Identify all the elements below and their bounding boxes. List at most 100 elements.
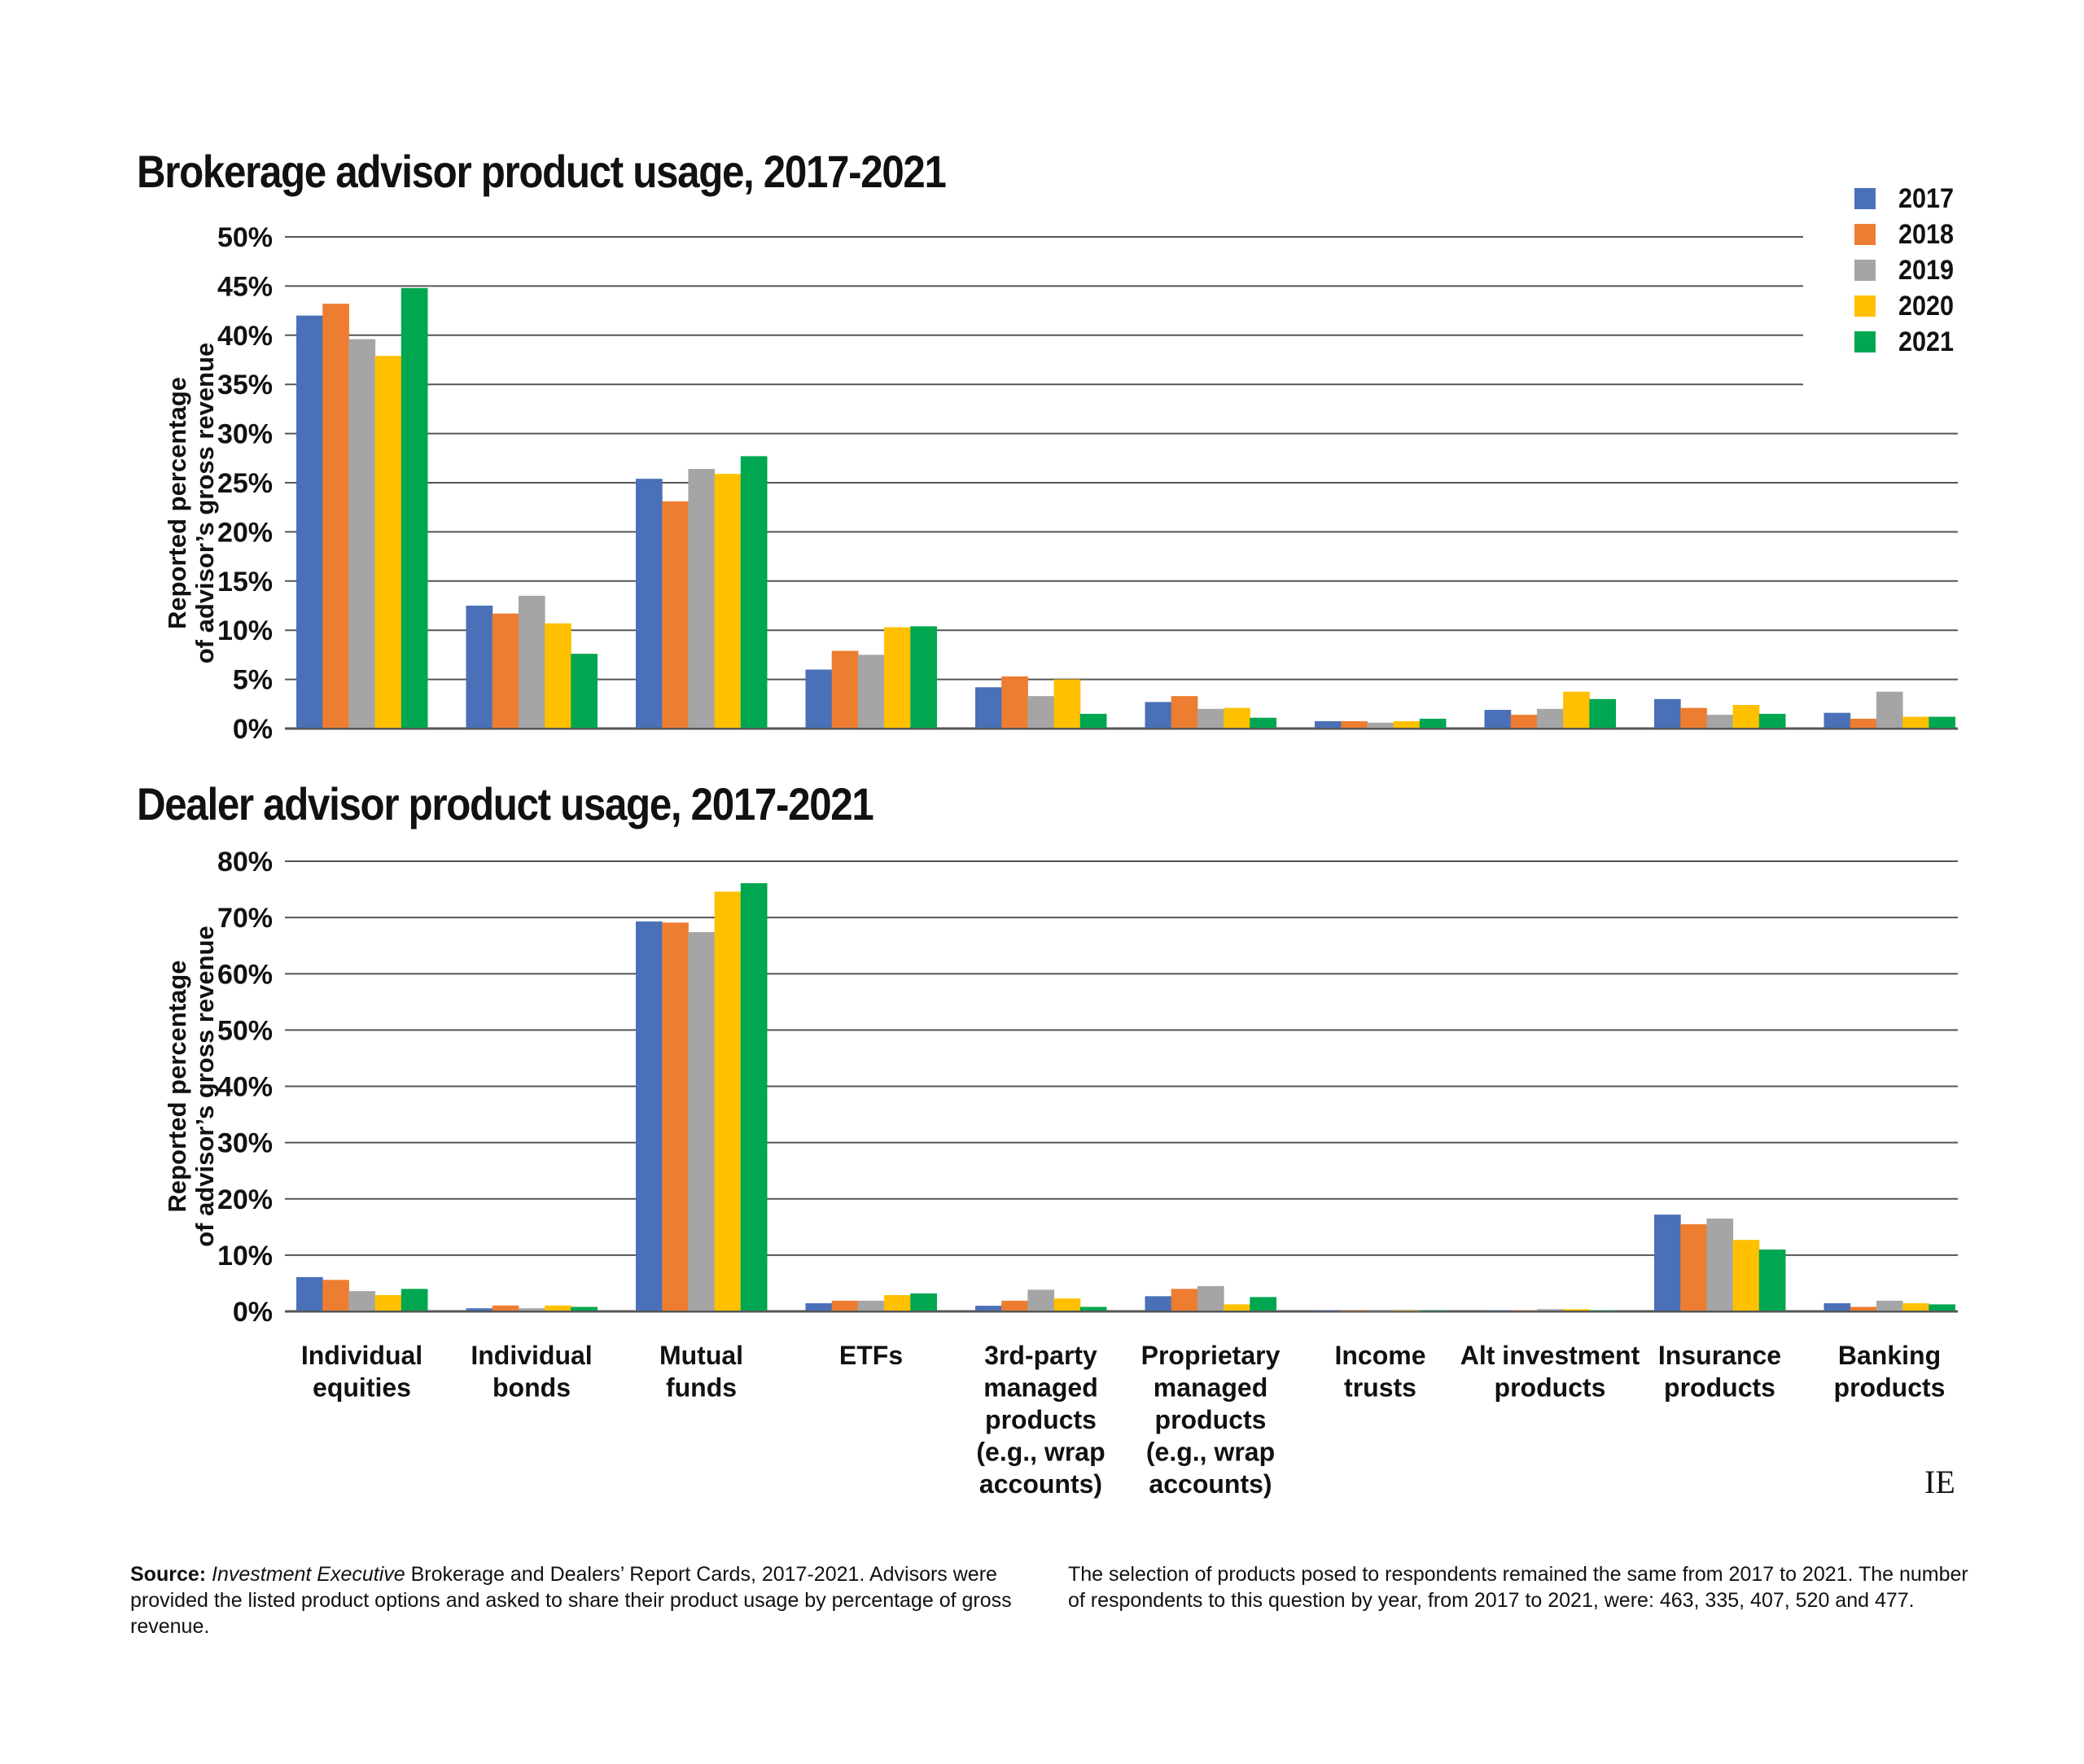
x-tick-label-line: Banking <box>1838 1341 1941 1370</box>
bar-2020-alt-investment-products <box>1563 691 1590 728</box>
bar-2018-etfs <box>831 650 859 728</box>
x-tick-label-line: Alt investment <box>1460 1341 1640 1370</box>
bar-2019-etfs <box>857 654 885 728</box>
source-publication: Investment Executive <box>212 1563 405 1586</box>
ie-logo: IE <box>1924 1464 1955 1500</box>
bar-2019-banking-products <box>1876 691 1903 728</box>
y-axis-label-line: Reported percentage <box>163 377 191 629</box>
bar-2020-income-trusts <box>1393 720 1421 728</box>
source-description: Advisors were provided the listed produc… <box>130 1563 1012 1638</box>
bar-2019-proprietary-managed-products-e-g-wrap-accounts <box>1197 1285 1224 1311</box>
x-tick-label-line: managed <box>1154 1373 1267 1403</box>
brokerage-chart: 0% 5% 10% 15% 20% 25% 30% 35% 40% 45% 50% Reported … <box>163 222 1958 745</box>
x-tick-label-line: products <box>1834 1373 1946 1403</box>
bar-2020-banking-products <box>1902 716 1929 728</box>
legend-label: 2019 <box>1898 254 1955 286</box>
bar-2017-income-trusts <box>1315 720 1342 728</box>
x-tick-label-line: (e.g., wrap <box>1146 1438 1275 1467</box>
legend-label: 2017 <box>1898 182 1955 214</box>
bar-2020-insurance-products <box>1732 705 1760 728</box>
bar-2020-alt-investment-products <box>1563 1309 1590 1311</box>
bar-2021-insurance-products <box>1758 1249 1786 1311</box>
x-tick-label: ETFs <box>839 1341 903 1370</box>
legend-item-2019: 2019 <box>1854 252 1960 288</box>
bar-2021-mutual-funds <box>740 882 768 1311</box>
bar-2017-proprietary-managed-products-e-g-wrap-accounts <box>1145 702 1172 728</box>
x-tick-label-line: products <box>1664 1373 1775 1403</box>
brokerage-chart-title: Brokerage advisor product usage, 2017-20… <box>137 146 947 197</box>
legend-label: 2018 <box>1898 218 1955 250</box>
x-tick-label-line: (e.g., wrap <box>976 1438 1105 1467</box>
bar-2020-individual-bonds <box>545 623 571 728</box>
bar-2020-mutual-funds <box>714 474 742 728</box>
bar-2017-proprietary-managed-products-e-g-wrap-accounts <box>1145 1296 1172 1311</box>
bar-2020-etfs <box>884 1294 911 1311</box>
bar-2019-individual-equities <box>348 1291 376 1311</box>
y-tick-label: 60% <box>217 959 273 990</box>
bar-2017-mutual-funds <box>636 479 663 728</box>
legend-label: 2020 <box>1898 290 1955 322</box>
bar-2017-alt-investment-products <box>1484 710 1512 728</box>
x-tick-label-line: accounts) <box>979 1469 1102 1499</box>
y-tick-label: 40% <box>217 321 273 352</box>
bar-2017-3rd-party-managed-products-e-g-wrap-accounts <box>975 687 1002 728</box>
bar-2019-income-trusts <box>1367 722 1394 728</box>
bar-2021-insurance-products <box>1758 713 1786 728</box>
bar-2018-individual-equities <box>322 1280 349 1311</box>
x-tick-label-line: trusts <box>1344 1373 1416 1403</box>
dealer-chart-title: Dealer advisor product usage, 2017-2021 <box>137 778 874 829</box>
bar-2020-proprietary-managed-products-e-g-wrap-accounts <box>1224 1304 1250 1311</box>
bar-2021-3rd-party-managed-products-e-g-wrap-accounts <box>1079 1307 1107 1311</box>
bar-2017-insurance-products <box>1654 1215 1681 1311</box>
bar-2019-alt-investment-products <box>1536 708 1564 728</box>
y-tick-label: 50% <box>217 1015 273 1046</box>
bar-2019-individual-bonds <box>518 1308 545 1311</box>
bar-2019-mutual-funds <box>688 469 716 728</box>
bar-2021-banking-products <box>1929 1304 1955 1311</box>
x-tick-label-line: accounts) <box>1149 1469 1272 1499</box>
bar-2019-mutual-funds <box>688 932 716 1311</box>
bar-2021-individual-bonds <box>571 654 598 728</box>
bar-2018-banking-products <box>1850 718 1877 728</box>
y-tick-label: 15% <box>217 567 273 597</box>
legend-item-2017: 2017 <box>1854 181 1960 217</box>
bar-2021-mutual-funds <box>740 456 768 728</box>
x-tick-label: Insurance products <box>1658 1341 1781 1403</box>
y-tick-label: 20% <box>217 1184 273 1215</box>
bar-2017-individual-equities <box>296 1276 323 1311</box>
bar-2018-individual-bonds <box>492 613 519 728</box>
x-tick-label-line: products <box>1155 1405 1267 1434</box>
y-axis-label-line: of advisor’s gross revenue <box>190 343 219 664</box>
bar-2019-individual-bonds <box>518 595 545 728</box>
legend-swatch-2017 <box>1854 188 1876 209</box>
x-tick-label-line: bonds <box>493 1373 571 1403</box>
bar-2021-alt-investment-products <box>1589 698 1616 728</box>
legend-swatch-2021 <box>1854 331 1876 352</box>
x-tick-label: Banking products <box>1834 1341 1946 1403</box>
y-axis-label-line: of advisor’s gross revenue <box>190 926 219 1247</box>
bar-2019-etfs <box>857 1300 885 1311</box>
x-tick-label-line: ETFs <box>839 1341 903 1370</box>
y-tick-label: 25% <box>217 468 273 499</box>
source-note: Source: Investment Executive Brokerage a… <box>130 1561 1050 1639</box>
x-tick-label: Individual bonds <box>471 1341 592 1403</box>
legend-item-2021: 2021 <box>1854 324 1960 360</box>
bar-2020-banking-products <box>1902 1302 1929 1311</box>
y-axis-label: Reported percentageof advisor’s gross re… <box>163 926 219 1247</box>
x-tick-label: Mutual funds <box>659 1341 743 1403</box>
y-tick-label: 10% <box>217 615 273 646</box>
x-tick-label-line: Individual <box>301 1341 422 1370</box>
x-tick-label: Individual equities <box>301 1341 422 1403</box>
x-tick-label: 3rd-party managed products (e.g., wrap accou… <box>976 1341 1105 1499</box>
bar-2018-banking-products <box>1850 1307 1877 1311</box>
bar-2017-3rd-party-managed-products-e-g-wrap-accounts <box>975 1306 1002 1311</box>
x-tick-label: Proprietary managed products (e.g., wrap acc… <box>1141 1341 1281 1499</box>
legend-swatch-2019 <box>1854 260 1876 281</box>
bar-2019-proprietary-managed-products-e-g-wrap-accounts <box>1197 708 1224 728</box>
bar-2021-individual-equities <box>401 1289 428 1311</box>
y-tick-label: 70% <box>217 903 273 934</box>
y-axis-label: Reported percentageof advisor’s gross re… <box>163 343 219 664</box>
bar-2018-individual-equities <box>322 304 349 728</box>
bar-2020-etfs <box>884 627 911 728</box>
